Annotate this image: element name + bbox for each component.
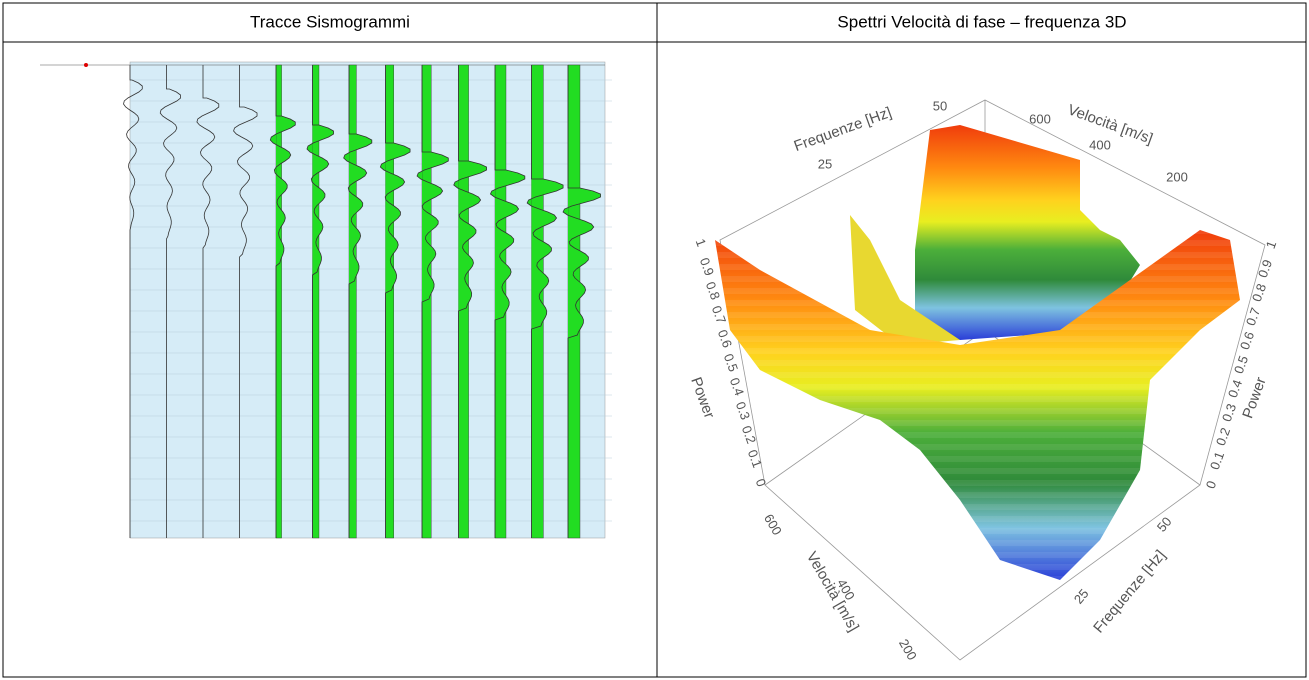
trace-wiggle [416,65,449,538]
tick-label: 0.2 [739,424,759,446]
tick-label: 0.3 [733,400,753,422]
tick-label: 0.5 [1231,354,1251,376]
tick-label: 0.1 [1207,450,1227,472]
tick-label: 1 [693,237,710,249]
trace-wiggle [526,65,564,538]
axis-title: Frequenze [Hz] [792,104,894,155]
tick-label: 600 [761,511,785,537]
trace-wiggle [269,65,296,538]
tick-label: 0 [1203,479,1220,491]
tick-label: 0.1 [745,448,765,470]
tick-label: 50 [1154,514,1175,535]
axis-title: Frequenze [Hz] [1090,547,1169,636]
trace-fill [385,64,395,539]
trace-wiggle [233,65,258,538]
tick-label: 0.8 [703,280,723,302]
tick-label: 25 [1071,586,1092,607]
tick-label: 0.3 [1219,402,1239,424]
tick-label: 25 [818,156,832,171]
trace-wiggle [379,65,411,538]
header-cell: Tracce Sismogrammi [250,12,410,31]
trace-wiggle [453,65,487,538]
surface-ridge [850,215,960,345]
trace-wiggle [123,65,143,538]
tick-label: 50 [933,98,947,113]
spectrum-3d-image: Frequenze [Hz] Velocità [m/s] Power Powe… [687,98,1270,662]
tick-label: 0.4 [1225,378,1245,400]
seismogram-image [40,61,612,539]
tick-label: 0.2 [1213,426,1233,448]
tick-label: 0.9 [1255,258,1275,280]
header-cell: Spettri Velocità di fase – frequenza 3D [837,12,1126,31]
trace-fill [275,64,282,539]
tick-label: 0.4 [727,376,747,398]
trace-wiggle [562,65,601,538]
trace-wiggle [343,65,373,538]
tick-label: 0.7 [1243,306,1263,328]
tick-label: 0.9 [697,256,717,278]
tick-label: 0.6 [715,328,735,350]
trace-wiggle [196,65,220,538]
tick-label: 0 [753,477,770,489]
trace-wiggle [489,65,526,538]
tick-label: 1 [1263,239,1280,251]
tick-label: 0.5 [721,352,741,374]
tick-label: 200 [1166,169,1188,184]
tick-label: 0.7 [709,304,729,326]
tick-label: 600 [1029,111,1051,126]
trace-wiggle [306,65,334,538]
axis-title: Power [1239,375,1270,421]
tick-label: 200 [896,636,920,662]
surface-back [915,125,1140,340]
source-marker [84,63,88,67]
tick-label: 400 [1089,137,1111,152]
tick-label: 0.8 [1249,282,1269,304]
trace-wiggle [159,65,181,538]
surface-bands [715,230,1240,580]
axis-title: Power [687,375,718,421]
tick-label: 0.6 [1237,330,1257,352]
